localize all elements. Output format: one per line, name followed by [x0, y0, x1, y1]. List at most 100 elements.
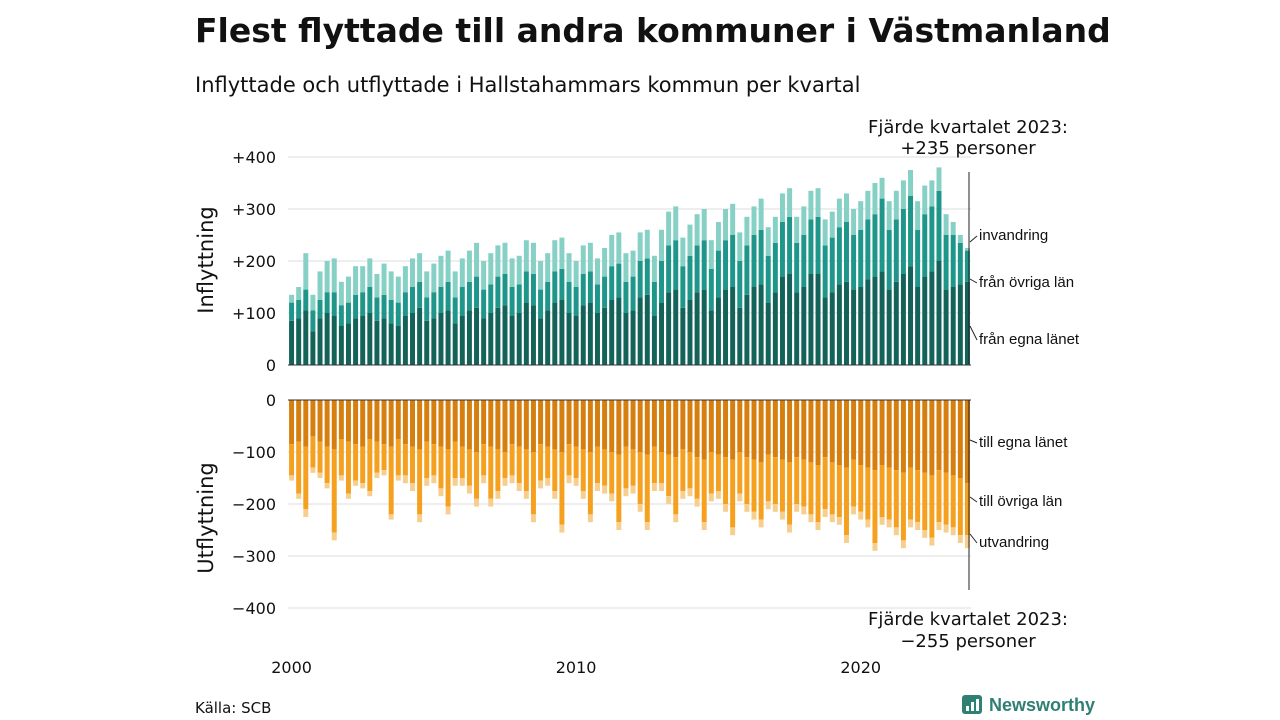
bar-segment-in [851, 235, 857, 290]
bar-segment-in [829, 237, 835, 293]
bar-segment-in [438, 255, 444, 287]
bar-segment-in [644, 229, 650, 259]
bar-segment-out [587, 514, 593, 523]
bar-segment-out [360, 400, 366, 447]
bar-segment-in [360, 292, 366, 316]
bar-segment-in [730, 235, 736, 287]
bar-segment-out [915, 400, 921, 471]
bar-segment-out [538, 400, 544, 445]
bar-segment-in [858, 201, 864, 230]
bar-segment-out [751, 400, 757, 460]
y-tick-label-out: 0 [266, 391, 276, 410]
bar-segment-out [900, 472, 906, 541]
bar-segment-in [829, 211, 835, 238]
bar-segment-out [794, 400, 800, 458]
bar-segment-in [303, 289, 309, 311]
bar-segment-out [751, 511, 757, 520]
bar-segment-out [289, 475, 295, 481]
bar-segment-out [331, 532, 337, 541]
bar-segment-in [367, 287, 373, 313]
y-tick-label-in: +400 [232, 148, 276, 167]
bar-segment-out [936, 400, 942, 471]
bar-segment-in [836, 198, 842, 228]
bar-segment-in [331, 292, 337, 316]
bar-segment-in [701, 240, 707, 290]
bar-segment-out [345, 441, 351, 494]
bar-segment-out [737, 452, 743, 494]
bar-segment-in [559, 237, 565, 269]
bar-segment-out [545, 478, 551, 486]
bar-segment-out [936, 522, 942, 530]
bar-segment-out [666, 454, 672, 497]
bar-segment-in [374, 297, 380, 321]
bar-segment-in [822, 297, 828, 365]
bar-segment-out [374, 400, 380, 442]
series-label-invandring: invandring [979, 227, 1048, 244]
y-tick-label-in: 0 [266, 356, 276, 375]
bar-segment-in [637, 232, 643, 261]
bar-segment-in [289, 320, 295, 365]
bar-segment-in [815, 216, 821, 274]
bar-segment-out [353, 400, 359, 445]
bar-segment-in [410, 287, 415, 313]
bar-segment-out [694, 400, 700, 458]
bar-segment-out [530, 452, 536, 515]
bar-segment-in [673, 206, 679, 241]
bar-segment-in [431, 263, 437, 293]
bar-segment-out [723, 504, 729, 512]
bar-segment-out [815, 400, 821, 465]
bar-segment-out [687, 400, 693, 452]
bar-segment-in [345, 323, 351, 365]
bar-segment-in [950, 235, 956, 287]
bar-segment-out [452, 400, 458, 442]
bar-segment-in [602, 307, 608, 365]
bar-segment-in [808, 274, 814, 365]
bar-segment-in [502, 274, 508, 306]
bar-segment-out [523, 491, 529, 499]
bar-segment-in [438, 313, 444, 365]
bar-segment-out [495, 491, 501, 499]
bar-segment-out [708, 493, 714, 502]
x-tick-label: 2000 [271, 658, 312, 677]
bar-segment-in [381, 294, 387, 319]
bar-segment-in [651, 255, 657, 282]
bar-segment-in [338, 326, 344, 365]
bar-segment-in [481, 318, 487, 365]
bar-segment-in [587, 302, 593, 365]
bar-segment-out [680, 449, 686, 491]
bar-segment-in [666, 245, 672, 293]
bar-segment-in [751, 206, 757, 235]
bar-segment-in [353, 266, 359, 295]
bar-segment-in [594, 313, 600, 365]
bar-segment-in [552, 302, 558, 365]
bar-segment-out [331, 449, 337, 533]
bar-segment-in [808, 190, 814, 220]
bar-segment-in [872, 183, 878, 215]
bar-segment-out [844, 535, 849, 543]
bar-segment-in [659, 302, 665, 365]
bar-segment-in [303, 253, 309, 290]
bar-segment-out [886, 400, 892, 468]
bar-segment-out [680, 491, 686, 499]
bar-segment-out [488, 400, 494, 447]
bar-segment-out [879, 400, 885, 465]
bar-segment-out [929, 537, 935, 546]
bar-segment-in [659, 229, 665, 261]
bar-segment-out [623, 488, 629, 497]
bar-segment-out [808, 462, 814, 515]
x-tick-label: 2020 [840, 658, 881, 677]
bar-segment-out [701, 522, 707, 530]
bar-segment-in [289, 294, 295, 303]
bar-segment-out [758, 400, 764, 463]
bar-segment-in [331, 258, 337, 293]
bar-segment-in [374, 274, 380, 298]
bar-segment-out [516, 446, 522, 484]
bar-segment-in [402, 266, 408, 293]
bar-segment-out [502, 478, 508, 486]
bar-segment-in [566, 253, 572, 282]
bar-segment-in [602, 276, 608, 308]
bar-segment-in [694, 245, 700, 293]
bar-segment-out [402, 400, 408, 445]
bar-segment-out [545, 400, 551, 447]
bar-segment-in [360, 315, 366, 365]
